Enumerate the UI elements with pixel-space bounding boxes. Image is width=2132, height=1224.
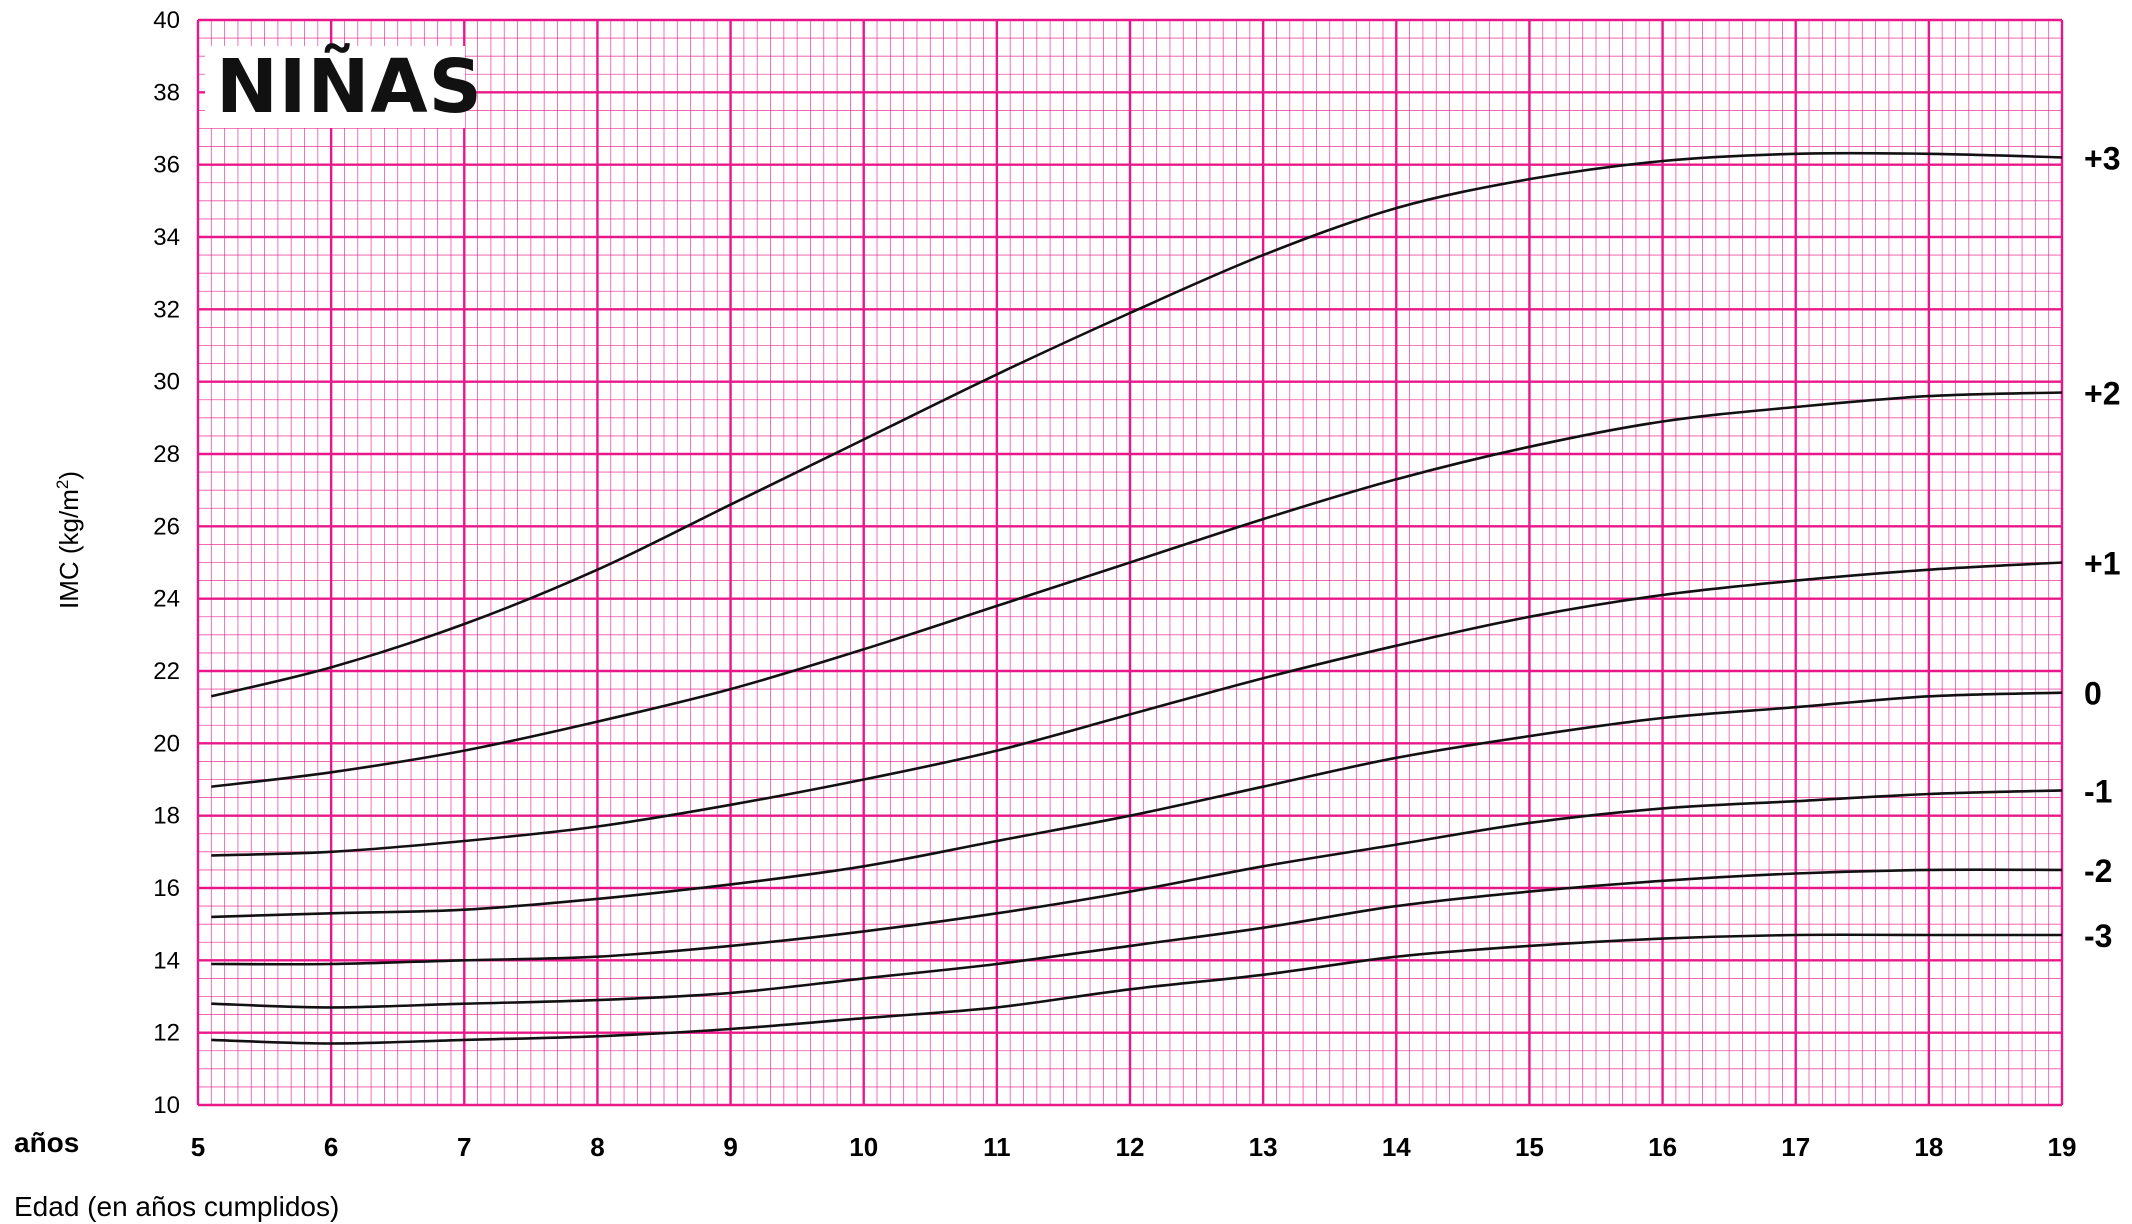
title-background (205, 46, 465, 128)
y-tick-label: 16 (153, 875, 180, 902)
x-tick-label: 8 (590, 1132, 604, 1162)
x-tick-label: 6 (324, 1132, 338, 1162)
zscore-label-minus2: -2 (2084, 853, 2112, 889)
zscore-curve-minus3 (211, 933, 2062, 1045)
zscore-label-plus2: +2 (2084, 376, 2120, 412)
y-tick-label: 20 (153, 730, 180, 757)
x-axis-unit-label: años (14, 1127, 79, 1158)
y-tick-label: 30 (153, 369, 180, 396)
x-tick-label: 7 (457, 1132, 471, 1162)
y-tick-label: 40 (153, 7, 180, 34)
chart-title: NIÑAS (216, 42, 483, 130)
y-axis-tick-labels: 10 12 14 16 18 20 22 24 26 28 30 32 34 36 38 40 (153, 7, 180, 1119)
x-tick-label: 15 (1515, 1132, 1544, 1162)
y-axis-label-main: IMC (kg/m (54, 489, 84, 609)
x-tick-label: 12 (1116, 1132, 1145, 1162)
zscore-curve-0 (211, 691, 2063, 919)
y-tick-label: 12 (153, 1020, 180, 1047)
x-axis-label: Edad (en años cumplidos) (14, 1191, 339, 1222)
grid-major-lines (196, 18, 2064, 1107)
x-tick-label: 14 (1382, 1132, 1411, 1162)
y-tick-label: 18 (153, 803, 180, 830)
zscore-label-minus3: -3 (2084, 918, 2112, 954)
x-tick-label: 18 (1914, 1132, 1943, 1162)
y-axis-label: IMC (kg/m2) (53, 471, 84, 609)
x-tick-label: 19 (2048, 1132, 2077, 1162)
x-tick-label: 13 (1249, 1132, 1278, 1162)
y-tick-label: 26 (153, 513, 180, 540)
zscore-label-plus3: +3 (2084, 140, 2120, 176)
zscore-curve-plus2 (211, 391, 2063, 788)
zscore-curves (210, 151, 2063, 1045)
x-tick-label: 5 (191, 1132, 205, 1162)
zscore-curve-minus2 (211, 868, 2063, 1009)
zscore-curve-plus1 (211, 561, 2063, 857)
y-tick-label: 32 (153, 296, 180, 323)
zscore-label-minus1: -1 (2084, 773, 2112, 809)
y-tick-label: 14 (153, 947, 180, 974)
y-tick-label: 28 (153, 441, 180, 468)
x-tick-label: 10 (849, 1132, 878, 1162)
zscore-label-0: 0 (2084, 676, 2102, 712)
x-tick-label: 11 (983, 1132, 1011, 1162)
y-tick-label: 34 (153, 224, 180, 251)
x-tick-label: 17 (1781, 1132, 1810, 1162)
zscore-curve-plus3 (210, 151, 2063, 698)
x-tick-label: 9 (723, 1132, 737, 1162)
x-axis-tick-labels: 5 6 7 8 9 10 11 12 13 14 15 16 17 18 19 (191, 1132, 2077, 1162)
y-tick-label: 38 (153, 79, 180, 106)
zscore-label-plus1: +1 (2084, 546, 2120, 582)
y-axis-label-end: ) (54, 471, 84, 480)
x-tick-label: 16 (1648, 1132, 1677, 1162)
y-tick-label: 10 (153, 1092, 180, 1119)
y-axis-label-superscript: 2 (53, 480, 72, 489)
y-tick-label: 22 (153, 658, 180, 685)
y-tick-label: 36 (153, 152, 180, 179)
zscore-labels: +3 +2 +1 0 -1 -2 -3 (2084, 140, 2120, 954)
y-tick-label: 24 (153, 586, 180, 613)
zscore-curve-minus1 (211, 789, 2063, 966)
